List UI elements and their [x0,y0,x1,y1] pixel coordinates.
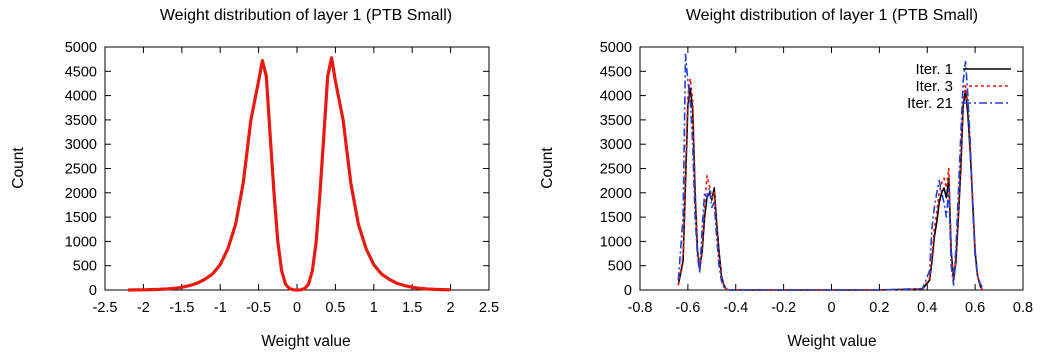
right-chart-series [677,53,984,291]
right-chart-series-line-1 [677,87,984,291]
legend-label: Iter. 3 [915,78,953,95]
legend-label: Iter. 1 [915,61,953,78]
right-chart-ytick-label: 2500 [600,162,632,178]
right-chart-xtick-label: 0.4 [917,300,937,316]
right-chart-xtick-label: 0.6 [965,300,985,316]
left-chart-ytick-label: 2500 [65,162,97,178]
left-chart-ticks: -2.5 -2 -1.5 -1 -0.5 0 0.5 1 1.5 2 2.5 0 500 1000 1500… [65,40,499,316]
left-chart-ytick-label: 1000 [65,234,97,250]
left-chart-xtick-label: -1 [214,300,227,316]
right-chart-ytick-label: 1000 [600,234,632,250]
left-chart-xtick-label: 2.5 [479,300,499,316]
right-chart-xtick-label: 0 [827,300,835,316]
right-chart-ytick-label: 3500 [600,113,632,129]
right-chart-xtick-label: -0.6 [675,300,700,316]
left-chart-xtick-label: 1.5 [402,300,422,316]
right-chart-ticks: -0.8 -0.6 -0.4 -0.2 0 0.2 0.4 0.6 0.8 0 500 1000 150… [600,40,1033,316]
left-chart-ytick-label: 500 [73,259,97,275]
right-chart-xlabel: Weight value [787,333,876,350]
left-chart-xlabel: Weight value [261,333,350,350]
left-chart-xtick-label: -1.5 [169,300,194,316]
right-chart-xtick-label: -0.4 [723,300,748,316]
left-chart-ytick-label: 5000 [65,40,97,56]
right-chart-xtick-label: -0.2 [771,300,796,316]
left-chart-ytick-label: 0 [89,283,97,299]
right-chart-ytick-label: 0 [624,283,632,299]
right-chart: Weight distribution of layer 1 (PTB Smal… [539,7,1033,350]
right-chart-series-line-3 [677,53,984,291]
right-chart-ytick-label: 3000 [600,137,632,153]
legend-label: Iter. 21 [907,95,953,112]
left-chart-xtick-label: 2 [447,300,455,316]
left-chart-series-line-1 [127,56,451,292]
left-chart-frame [104,46,490,291]
left-chart-xtick-label: 0 [293,300,301,316]
right-chart-ytick-label: 2000 [600,186,632,202]
left-chart-xtick-label: -2 [137,300,150,316]
left-chart-xtick-label: -2.5 [93,300,118,316]
right-chart-ytick-label: 1500 [600,210,632,226]
right-chart-xtick-label: 0.8 [1013,300,1033,316]
left-chart-ytick-label: 3500 [65,113,97,129]
right-chart-ytick-label: 4500 [600,64,632,80]
right-chart-xtick-label: 0.2 [869,300,889,316]
right-chart-xtick-label: -0.8 [628,300,653,316]
left-chart-ylabel: Count [10,147,27,189]
left-chart-series [127,56,451,292]
right-chart-ytick-label: 500 [608,259,632,275]
right-chart-ytick-label: 5000 [600,40,632,56]
right-chart-ytick-label: 4000 [600,89,632,105]
left-chart-ytick-label: 4000 [65,89,97,105]
left-chart-title: Weight distribution of layer 1 (PTB Smal… [160,7,452,24]
left-chart-xtick-label: 0.5 [325,300,345,316]
left-chart-ytick-label: 1500 [65,210,97,226]
right-chart-title: Weight distribution of layer 1 (PTB Smal… [686,7,978,24]
right-chart-ylabel: Count [539,147,556,189]
left-chart: Weight distribution of layer 1 (PTB Smal… [10,7,499,350]
left-chart-ytick-label: 2000 [65,186,97,202]
left-chart-xtick-label: 1 [370,300,378,316]
left-chart-ytick-label: 4500 [65,64,97,80]
left-chart-ytick-label: 3000 [65,137,97,153]
left-chart-xtick-label: -0.5 [246,300,271,316]
